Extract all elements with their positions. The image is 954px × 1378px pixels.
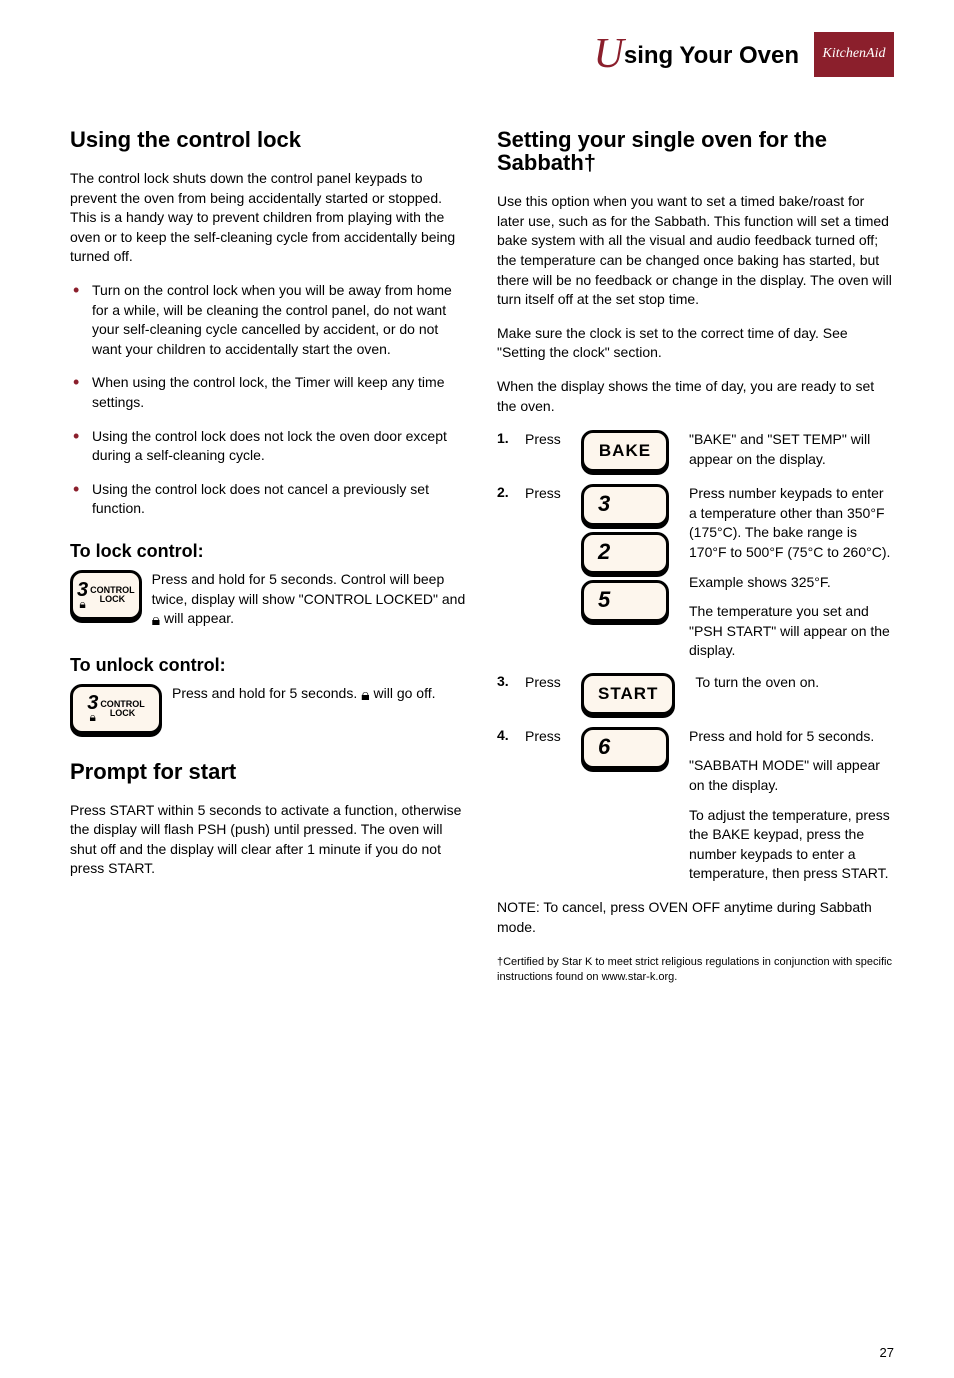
control-lock-button: 3 🔒︎ CONTROLLOCK [70, 684, 162, 734]
sabbath-intro-3: When the display shows the time of day, … [497, 377, 894, 416]
step-number: 1. [497, 430, 513, 446]
unlock-step-text: Press and hold for 5 seconds. 🔒︎ will go… [172, 684, 436, 707]
control-lock-label: CONTROLLOCK [90, 586, 135, 604]
step-2-body: Press number keypads to enter a temperat… [689, 484, 894, 661]
step-3-row: 3. Press START To turn the oven on. [497, 673, 894, 715]
control-lock-button-left: 3 🔒︎ [77, 581, 88, 610]
lock-subheading: To lock control: [70, 541, 467, 562]
right-column: Setting your single oven for the Sabbath… [497, 128, 894, 984]
bake-button: BAKE [581, 430, 669, 472]
step-button-wrap: START [581, 673, 675, 715]
title-text: sing Your Oven [624, 42, 799, 69]
control-lock-button-left: 3 🔒︎ [87, 694, 98, 723]
lock-step-row: 3 🔒︎ CONTROLLOCK Press and hold for 5 se… [70, 570, 467, 633]
prompt-body: Press START within 5 seconds to activate… [70, 801, 467, 879]
digit-5-button: 5 [581, 580, 669, 622]
lock-icon: 🔒︎ [90, 712, 96, 723]
control-lock-intro: The control lock shuts down the control … [70, 169, 467, 267]
step-button-wrap: 6 [581, 727, 669, 769]
lock-icon: 🔒︎ [152, 612, 161, 629]
list-item: Turn on the control lock when you will b… [70, 281, 467, 359]
sabbath-footnote: †Certified by Star K to meet strict reli… [497, 955, 894, 984]
step-button-wrap: 3 2 5 [581, 484, 669, 622]
page-header: Using Your Oven KitchenAid [70, 30, 894, 78]
unlock-subheading: To unlock control: [70, 655, 467, 676]
title-drop-cap: U [594, 31, 624, 77]
sabbath-note: NOTE: To cancel, press OVEN OFF anytime … [497, 898, 894, 937]
prompt-heading: Prompt for start [70, 760, 467, 783]
step-press-label: Press [525, 484, 569, 504]
left-column: Using the control lock The control lock … [70, 128, 467, 984]
control-lock-button: 3 🔒︎ CONTROLLOCK [70, 570, 142, 620]
step-3-body: To turn the oven on. [695, 673, 894, 693]
lock-icon: 🔒︎ [361, 687, 370, 704]
unlock-step-row: 3 🔒︎ CONTROLLOCK Press and hold for 5 se… [70, 684, 467, 734]
step-button-wrap: BAKE [581, 430, 669, 472]
step-press-label: Press [525, 727, 569, 747]
step-number: 3. [497, 673, 513, 689]
step-number: 2. [497, 484, 513, 500]
list-item: Using the control lock does not lock the… [70, 427, 467, 466]
page-number: 27 [880, 1345, 894, 1360]
step-press-label: Press [525, 430, 569, 450]
start-button: START [581, 673, 675, 715]
digit-3-button: 3 [581, 484, 669, 526]
step-4-row: 4. Press 6 Press and hold for 5 seconds.… [497, 727, 894, 884]
list-item: When using the control lock, the Timer w… [70, 373, 467, 412]
control-lock-bullets: Turn on the control lock when you will b… [70, 281, 467, 519]
digit-6-button: 6 [581, 727, 669, 769]
step-1-body: "BAKE" and "SET TEMP" will appear on the… [689, 430, 894, 469]
two-column-layout: Using the control lock The control lock … [70, 128, 894, 984]
lock-icon: 🔒︎ [79, 599, 85, 610]
digit-2-button: 2 [581, 532, 669, 574]
control-lock-label: CONTROLLOCK [100, 700, 145, 718]
step-4-body-c: To adjust the temperature, press the BAK… [689, 806, 894, 884]
step-1-row: 1. Press BAKE "BAKE" and "SET TEMP" will… [497, 430, 894, 472]
step-press-label: Press [525, 673, 569, 693]
step-2-body-c: The temperature you set and "PSH START" … [689, 602, 894, 661]
step-2-body-a: Press number keypads to enter a temperat… [689, 484, 894, 562]
step-4-body-a: Press and hold for 5 seconds. [689, 727, 894, 747]
step-2-body-b: Example shows 325°F. [689, 573, 894, 593]
control-lock-heading: Using the control lock [70, 128, 467, 151]
step-4-body: Press and hold for 5 seconds. "SABBATH M… [689, 727, 894, 884]
step-number: 4. [497, 727, 513, 743]
step-4-body-b: "SABBATH MODE" will appear on the displa… [689, 756, 894, 795]
step-2-row: 2. Press 3 2 5 Press number keypads to e… [497, 484, 894, 661]
list-item: Using the control lock does not cancel a… [70, 480, 467, 519]
sabbath-intro-2: Make sure the clock is set to the correc… [497, 324, 894, 363]
sabbath-heading: Setting your single oven for the Sabbath… [497, 128, 894, 174]
sabbath-intro-1: Use this option when you want to set a t… [497, 192, 894, 310]
page-title: Using Your Oven [594, 30, 800, 78]
lock-step-text: Press and hold for 5 seconds. Control wi… [152, 570, 467, 633]
digit-3: 3 [77, 581, 88, 599]
brand-logo: KitchenAid [814, 32, 894, 77]
